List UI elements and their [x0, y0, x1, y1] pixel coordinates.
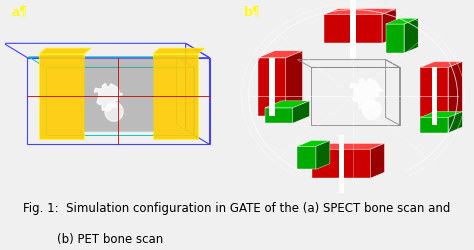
Polygon shape — [153, 48, 205, 54]
Polygon shape — [324, 14, 382, 43]
Polygon shape — [420, 62, 462, 67]
Polygon shape — [293, 101, 310, 123]
Polygon shape — [350, 78, 383, 109]
Polygon shape — [324, 9, 396, 14]
Polygon shape — [432, 67, 437, 125]
Text: (b) PET bone scan: (b) PET bone scan — [57, 233, 163, 246]
Polygon shape — [258, 51, 302, 58]
Polygon shape — [448, 112, 462, 133]
Polygon shape — [105, 102, 123, 121]
Polygon shape — [363, 100, 381, 119]
Polygon shape — [448, 62, 462, 125]
Polygon shape — [386, 18, 418, 24]
Polygon shape — [382, 9, 396, 43]
Polygon shape — [350, 0, 356, 58]
Text: Fig. 1:  Simulation configuration in GATE of the (a) SPECT bone scan and: Fig. 1: Simulation configuration in GATE… — [23, 202, 451, 215]
Text: b¶: b¶ — [244, 6, 261, 18]
Polygon shape — [316, 140, 330, 170]
Polygon shape — [312, 149, 371, 178]
Polygon shape — [420, 112, 462, 117]
Polygon shape — [404, 18, 418, 53]
Polygon shape — [39, 54, 84, 138]
Polygon shape — [265, 101, 310, 108]
Polygon shape — [420, 118, 448, 133]
Polygon shape — [153, 54, 198, 138]
Polygon shape — [339, 135, 344, 192]
Polygon shape — [312, 144, 384, 149]
Polygon shape — [420, 67, 448, 125]
Polygon shape — [265, 108, 293, 123]
Polygon shape — [84, 58, 153, 131]
Polygon shape — [258, 58, 286, 116]
Text: a¶: a¶ — [11, 6, 27, 18]
Polygon shape — [94, 84, 123, 111]
Polygon shape — [39, 48, 91, 54]
Polygon shape — [297, 140, 330, 146]
Polygon shape — [286, 51, 302, 116]
Polygon shape — [386, 24, 404, 53]
Polygon shape — [297, 146, 316, 170]
Polygon shape — [269, 58, 274, 116]
Polygon shape — [371, 144, 384, 178]
